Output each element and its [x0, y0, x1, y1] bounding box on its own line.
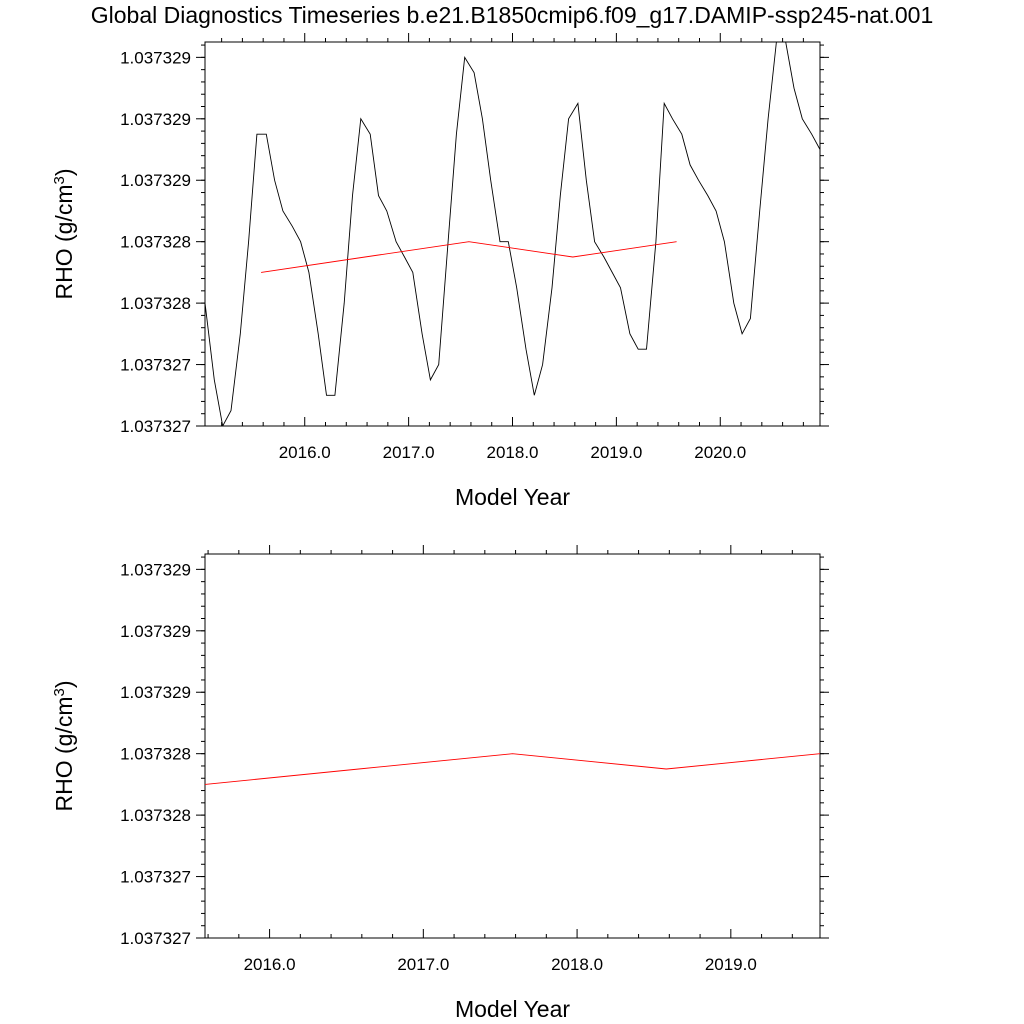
x-tick-label: 2019.0 [590, 443, 642, 462]
x-tick-label: 2020.0 [694, 443, 746, 462]
y-tick-label: 1.037329 [120, 110, 191, 129]
y-tick-label: 1.037329 [120, 683, 191, 702]
plot-frame [204, 41, 821, 427]
annual-series-line [205, 753, 820, 785]
x-tick-label: 2018.0 [487, 443, 539, 462]
y-axis-title: RHO (g/cm3) [51, 680, 78, 811]
y-tick-label: 1.037327 [120, 929, 191, 948]
x-tick-label: 2018.0 [551, 955, 603, 974]
y-tick-label: 1.037328 [120, 745, 191, 764]
x-tick-label: 2017.0 [397, 955, 449, 974]
y-tick-label: 1.037329 [120, 560, 191, 579]
y-tick-label: 1.037328 [120, 233, 191, 252]
monthly-series-line [205, 42, 820, 426]
y-tick-label: 1.037327 [120, 356, 191, 375]
y-tick-label: 1.037327 [120, 417, 191, 436]
y-tick-label: 1.037329 [120, 622, 191, 641]
y-tick-label: 1.037329 [120, 171, 191, 190]
y-tick-label: 1.037329 [120, 48, 191, 67]
page-title: Global Diagnostics Timeseries b.e21.B185… [90, 2, 934, 28]
y-tick-label: 1.037328 [120, 806, 191, 825]
x-axis-title: Model Year [455, 484, 570, 510]
bottom-panel: 2016.0 2017.0 2018.0 2019.0 1.037327 1.037327… [51, 545, 829, 1022]
x-tick-label: 2017.0 [383, 443, 435, 462]
plot-frame [204, 553, 821, 939]
y-tick-label: 1.037328 [120, 294, 191, 313]
top-panel: 2016.0 2017.0 2018.0 2019.0 2020.0 1.037327 1.… [51, 33, 829, 510]
y-tick-label: 1.037327 [120, 868, 191, 887]
x-tick-label: 2016.0 [279, 443, 331, 462]
x-axis-title: Model Year [455, 996, 570, 1022]
x-tick-label: 2019.0 [705, 955, 757, 974]
x-tick-label: 2016.0 [244, 955, 296, 974]
y-axis-title: RHO (g/cm3) [51, 168, 78, 299]
annual-series-line [261, 241, 677, 273]
